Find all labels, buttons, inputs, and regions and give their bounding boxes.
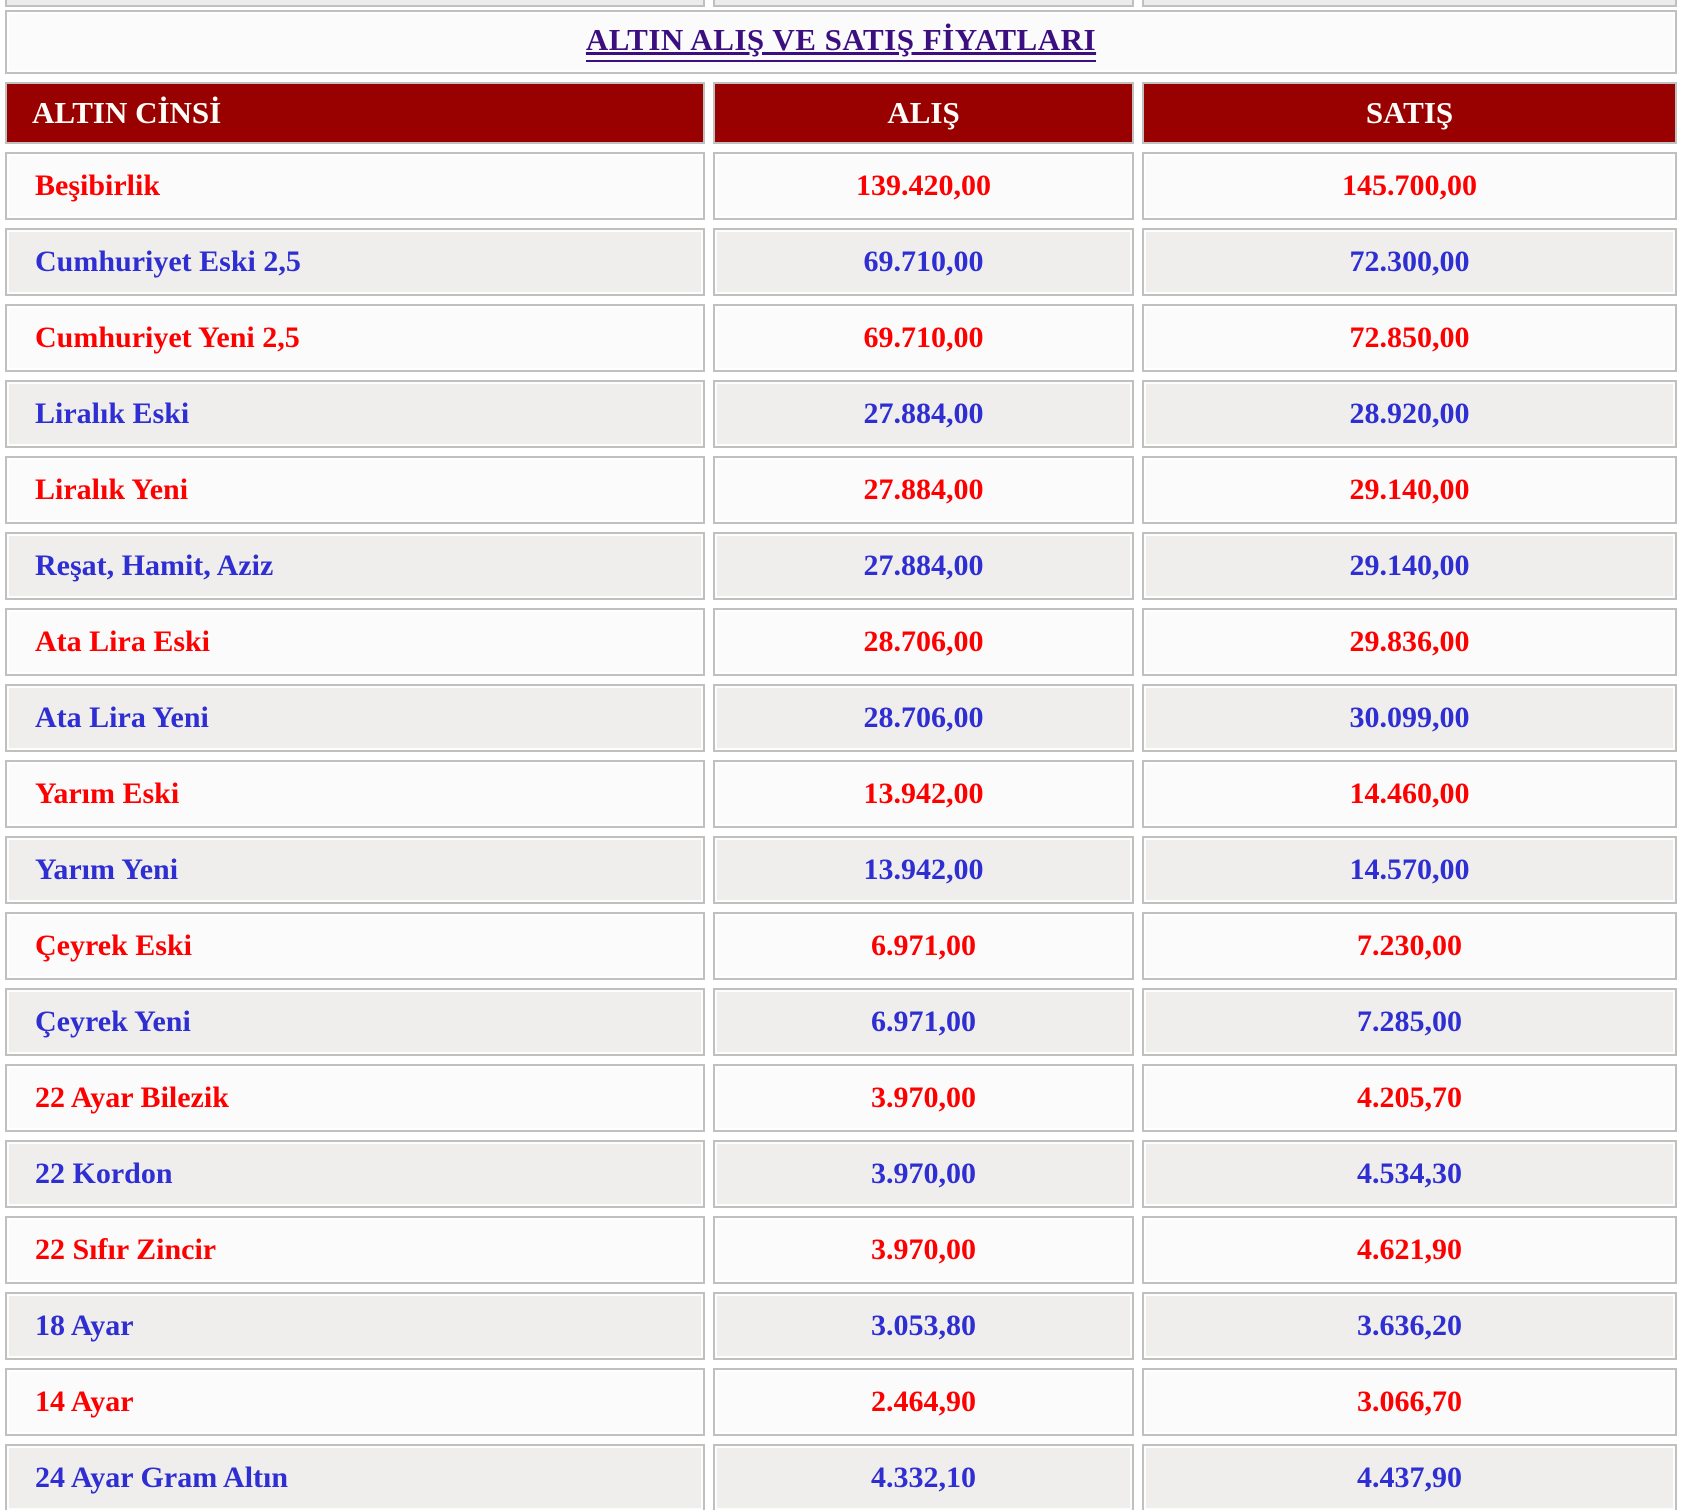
buy-price-cell: 69.710,00 [713,304,1134,372]
table-row: Çeyrek Yeni 6.971,00 7.285,00 [5,988,1677,1056]
buy-price-cell: 3.970,00 [713,1140,1134,1208]
buy-price-cell: 3.970,00 [713,1064,1134,1132]
sell-price-cell: 145.700,00 [1142,152,1677,220]
sell-price-cell: 4.437,90 [1142,1444,1677,1510]
buy-price-cell: 13.942,00 [713,836,1134,904]
buy-price-cell: 6.971,00 [713,988,1134,1056]
table-row: 14 Ayar 2.464,90 3.066,70 [5,1368,1677,1436]
buy-price-cell: 3.053,80 [713,1292,1134,1360]
gold-type-cell: Beşibirlik [5,152,705,220]
table-row: Liralık Yeni 27.884,00 29.140,00 [5,456,1677,524]
gold-type-cell: Yarım Eski [5,760,705,828]
buy-price-cell: 2.464,90 [713,1368,1134,1436]
table-row: 24 Ayar Gram Altın 4.332,10 4.437,90 [5,1444,1677,1510]
table-row: Çeyrek Eski 6.971,00 7.230,00 [5,912,1677,980]
cropped-cell [713,0,1134,7]
gold-type-cell: Cumhuriyet Yeni 2,5 [5,304,705,372]
gold-type-cell: 14 Ayar [5,1368,705,1436]
table-row: 22 Kordon 3.970,00 4.534,30 [5,1140,1677,1208]
page-title-row: ALTIN ALIŞ VE SATIŞ FİYATLARI [5,10,1677,74]
sell-price-cell: 3.636,20 [1142,1292,1677,1360]
column-header-gold-type: ALTIN CİNSİ [5,82,705,144]
gold-type-cell: Liralık Eski [5,380,705,448]
gold-type-cell: Liralık Yeni [5,456,705,524]
buy-price-cell: 139.420,00 [713,152,1134,220]
gold-type-cell: Reşat, Hamit, Aziz [5,532,705,600]
sell-price-cell: 4.534,30 [1142,1140,1677,1208]
sell-price-cell: 7.285,00 [1142,988,1677,1056]
buy-price-cell: 28.706,00 [713,684,1134,752]
buy-price-cell: 6.971,00 [713,912,1134,980]
gold-type-cell: 22 Ayar Bilezik [5,1064,705,1132]
table-row: 22 Ayar Bilezik 3.970,00 4.205,70 [5,1064,1677,1132]
sell-price-cell: 3.066,70 [1142,1368,1677,1436]
table-row: Cumhuriyet Eski 2,5 69.710,00 72.300,00 [5,228,1677,296]
table-row: Ata Lira Yeni 28.706,00 30.099,00 [5,684,1677,752]
gold-type-cell: Ata Lira Eski [5,608,705,676]
table-row: 22 Sıfır Zincir 3.970,00 4.621,90 [5,1216,1677,1284]
cropped-cell [5,0,705,7]
sell-price-cell: 4.621,90 [1142,1216,1677,1284]
sell-price-cell: 72.300,00 [1142,228,1677,296]
sell-price-cell: 14.570,00 [1142,836,1677,904]
table-row: Ata Lira Eski 28.706,00 29.836,00 [5,608,1677,676]
buy-price-cell: 27.884,00 [713,456,1134,524]
table-row: Yarım Yeni 13.942,00 14.570,00 [5,836,1677,904]
buy-price-cell: 4.332,10 [713,1444,1134,1510]
table-row: Cumhuriyet Yeni 2,5 69.710,00 72.850,00 [5,304,1677,372]
gold-type-cell: Çeyrek Eski [5,912,705,980]
sell-price-cell: 7.230,00 [1142,912,1677,980]
sell-price-cell: 29.836,00 [1142,608,1677,676]
buy-price-cell: 27.884,00 [713,380,1134,448]
buy-price-cell: 69.710,00 [713,228,1134,296]
table-row: Liralık Eski 27.884,00 28.920,00 [5,380,1677,448]
table-row: Yarım Eski 13.942,00 14.460,00 [5,760,1677,828]
sell-price-cell: 72.850,00 [1142,304,1677,372]
table-header-row: ALTIN CİNSİ ALIŞ SATIŞ [5,82,1677,144]
gold-type-cell: Yarım Yeni [5,836,705,904]
gold-type-cell: Cumhuriyet Eski 2,5 [5,228,705,296]
gold-type-cell: Çeyrek Yeni [5,988,705,1056]
sell-price-cell: 29.140,00 [1142,456,1677,524]
buy-price-cell: 3.970,00 [713,1216,1134,1284]
column-header-sell: SATIŞ [1142,82,1677,144]
gold-type-cell: 22 Kordon [5,1140,705,1208]
gold-type-cell: 24 Ayar Gram Altın [5,1444,705,1510]
table-row: 18 Ayar 3.053,80 3.636,20 [5,1292,1677,1360]
buy-price-cell: 13.942,00 [713,760,1134,828]
table-body: Beşibirlik 139.420,00 145.700,00 Cumhuri… [5,152,1677,1510]
gold-type-cell: 22 Sıfır Zincir [5,1216,705,1284]
page-title-link[interactable]: ALTIN ALIŞ VE SATIŞ FİYATLARI [585,22,1097,62]
table-row: Reşat, Hamit, Aziz 27.884,00 29.140,00 [5,532,1677,600]
sell-price-cell: 4.205,70 [1142,1064,1677,1132]
gold-type-cell: Ata Lira Yeni [5,684,705,752]
table-row: Beşibirlik 139.420,00 145.700,00 [5,152,1677,220]
cropped-cell [1142,0,1677,7]
buy-price-cell: 28.706,00 [713,608,1134,676]
sell-price-cell: 29.140,00 [1142,532,1677,600]
cropped-row-top [5,0,1677,7]
sell-price-cell: 14.460,00 [1142,760,1677,828]
sell-price-cell: 28.920,00 [1142,380,1677,448]
gold-type-cell: 18 Ayar [5,1292,705,1360]
sell-price-cell: 30.099,00 [1142,684,1677,752]
column-header-buy: ALIŞ [713,82,1134,144]
buy-price-cell: 27.884,00 [713,532,1134,600]
